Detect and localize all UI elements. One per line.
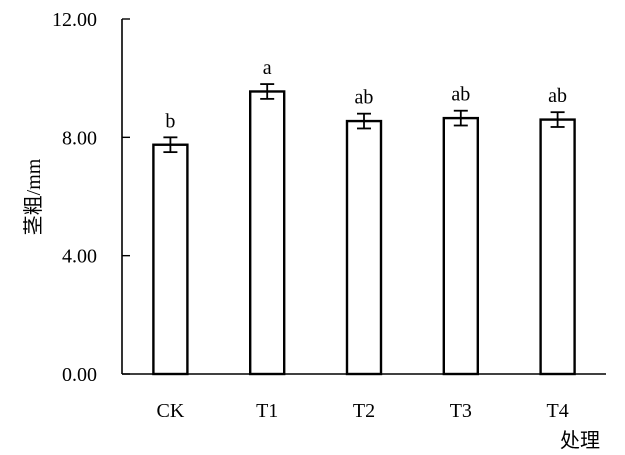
x-tick-labels: CK T1 T2 T3 T4 [157, 400, 569, 422]
x-axis-title: 处理 [560, 429, 600, 452]
x-tick-label: CK [157, 400, 185, 422]
y-tick-label: 12.00 [52, 9, 97, 31]
y-ticks: 0.00 4.00 8.00 12.00 [52, 9, 130, 386]
significance-label: ab [451, 84, 470, 106]
y-tick-label: 0.00 [62, 364, 97, 386]
y-tick-label: 8.00 [62, 127, 97, 149]
significance-label: a [263, 57, 272, 79]
y-tick-label: 4.00 [62, 246, 97, 268]
x-tick-label: T1 [256, 400, 278, 422]
bar-t1 [248, 90, 286, 376]
error-bar [260, 83, 275, 100]
significance-label: ab [355, 87, 374, 109]
error-bar [163, 136, 178, 154]
y-axis-title: 茎粗/mm [22, 158, 45, 235]
bar-ck [152, 143, 189, 376]
bars: b a ab ab ab [152, 57, 576, 376]
bar-t2 [345, 119, 383, 376]
x-tick-label: T3 [450, 400, 472, 422]
error-bar [550, 111, 565, 128]
bar-t3 [442, 116, 479, 376]
error-bar [357, 112, 371, 130]
error-bar [453, 109, 468, 127]
x-tick-label: T2 [353, 400, 375, 422]
x-tick-label: T4 [546, 400, 568, 422]
significance-label: b [165, 110, 175, 132]
significance-label: ab [548, 85, 567, 107]
bar-t4 [539, 118, 576, 376]
